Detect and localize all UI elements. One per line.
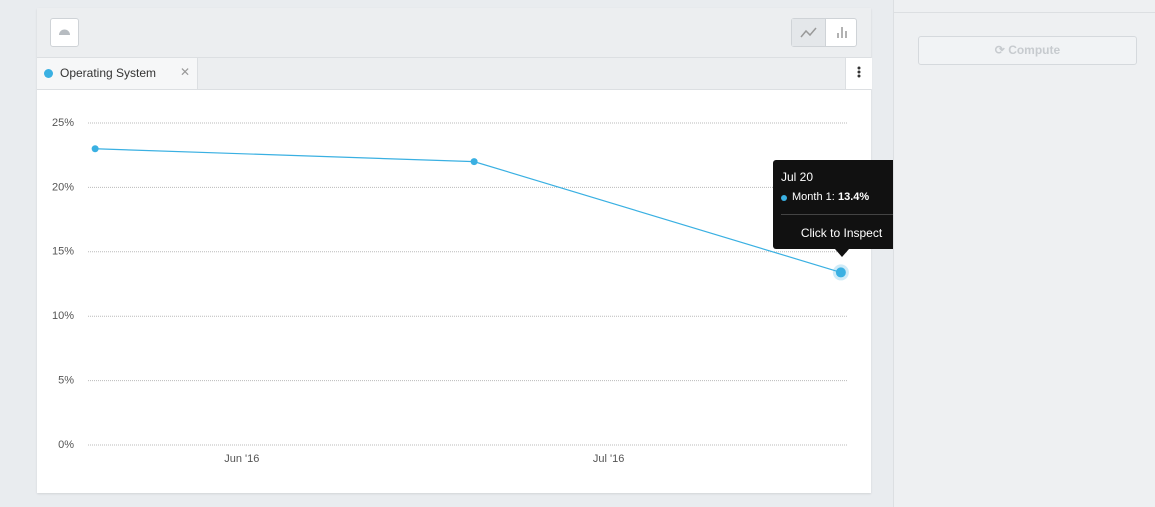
series-line (95, 148, 842, 273)
tooltip-value: 13.4% (838, 191, 870, 203)
toolbar (37, 8, 871, 58)
y-tick-label: 0% (58, 439, 74, 451)
close-icon[interactable]: ✕ (180, 65, 191, 79)
tooltip-arrow (835, 249, 849, 257)
menu-button[interactable] (845, 58, 872, 89)
point (470, 158, 478, 166)
tooltip-action: Click to Inspect (800, 226, 883, 240)
series-dot (44, 69, 53, 78)
icon (837, 27, 847, 38)
line-view-button[interactable] (792, 19, 825, 46)
chart-card: Operating System ✕ 0% 5% 10% 15% 20% 25% Jun '… (37, 8, 872, 493)
icon (59, 29, 70, 35)
y-tick-label: 15% (52, 246, 74, 258)
chart: 0% 5% 10% 15% 20% 25% Jun '16 Jul '16 (52, 117, 849, 465)
point (835, 267, 846, 278)
x-tick-label: Jul '16 (593, 453, 624, 465)
y-tick-label: 25% (52, 117, 74, 129)
view-toggle (791, 18, 857, 47)
y-tick-label: 5% (58, 375, 74, 387)
refresh-icon: ⟳ (994, 43, 1009, 57)
tooltip-title: Jul 20 (781, 170, 814, 184)
tooltip-series: Month 1: (792, 191, 835, 203)
y-tick-label: 20% (52, 181, 74, 193)
divider (781, 214, 902, 215)
tab-label: Operating System (60, 66, 157, 80)
point (91, 145, 99, 153)
x-tick-label: Jun '16 (224, 453, 259, 465)
divider (894, 12, 1155, 13)
tooltip[interactable]: Jul 20 Month 1: 13.4% Click to Inspect (773, 160, 910, 257)
tab[interactable]: Operating System ✕ (37, 58, 198, 89)
icon (800, 27, 817, 38)
compute-label: Compute (1008, 43, 1061, 57)
dashboard-button[interactable] (50, 18, 79, 47)
series-dot (781, 195, 787, 201)
y-tick-label: 10% (52, 310, 74, 322)
tab-row: Operating System ✕ (37, 58, 872, 90)
compute-button[interactable]: ⟳ Compute (918, 36, 1137, 65)
icon (857, 66, 861, 78)
bar-view-button[interactable] (825, 19, 858, 46)
sidebar: ⟳ Compute (893, 0, 1155, 507)
